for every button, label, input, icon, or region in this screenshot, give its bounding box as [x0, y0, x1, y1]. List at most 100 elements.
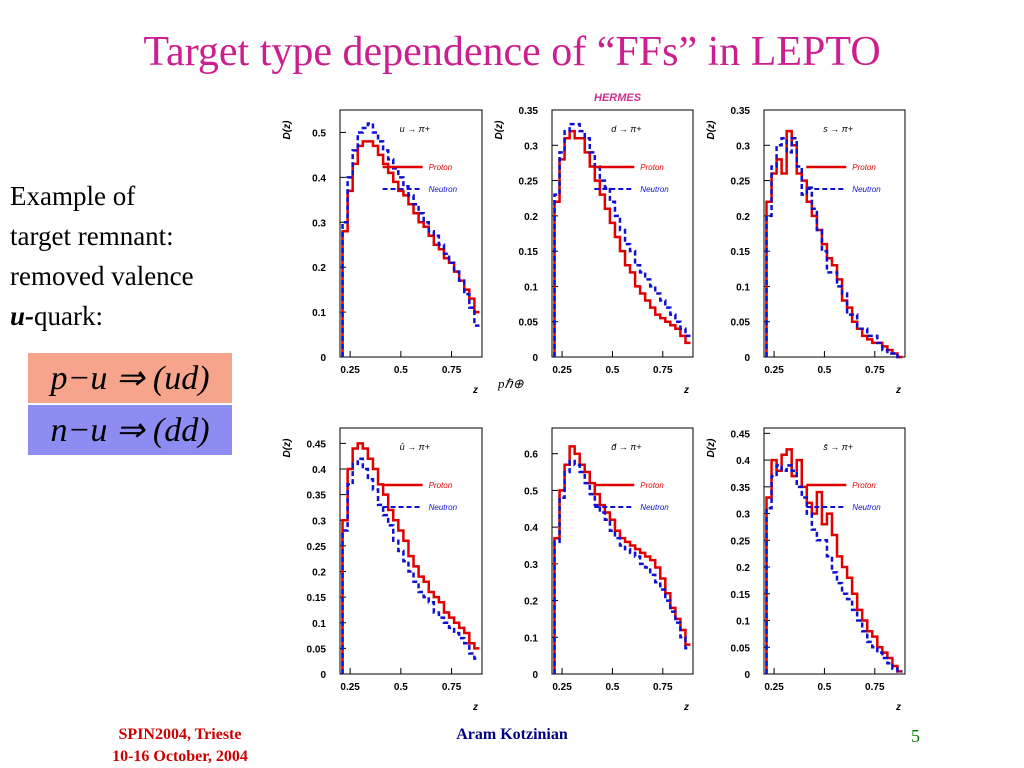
x-axis-label: z [895, 385, 901, 396]
y-tick-label: 0 [744, 670, 750, 681]
proton-series-line [553, 129, 691, 357]
legend-neutron-label: Neutron [852, 185, 881, 194]
x-tick-label: 0.5 [605, 682, 619, 693]
y-tick-label: 0.4 [312, 173, 326, 184]
y-tick-label: 0.3 [736, 141, 750, 152]
process-label: d → π+ [611, 124, 641, 134]
page-title: Target type dependence of “FFs” in LEPTO [143, 29, 881, 75]
x-axis-label: z [683, 385, 689, 396]
process-label: s → π+ [823, 124, 853, 134]
y-tick-label: 0.45 [731, 429, 751, 440]
y-tick-label: 0.3 [736, 510, 750, 521]
y-tick-label: 0 [744, 353, 750, 364]
y-tick-label: 0.1 [524, 282, 538, 293]
y-tick-label: 0.6 [524, 450, 538, 461]
hermes-label: HERMES [594, 92, 642, 104]
legend-proton-label: Proton [640, 163, 664, 172]
proton-series-line [341, 140, 480, 357]
y-tick-label: 0.4 [524, 523, 538, 534]
neutron-series-line [765, 136, 903, 359]
y-axis-label: D(z) [706, 120, 717, 140]
process-label: ū → π+ [400, 442, 430, 452]
legend-proton-label: Proton [852, 163, 876, 172]
legend-neutron-label: Neutron [852, 503, 881, 512]
neutron-series-line [553, 122, 691, 357]
y-tick-label: 0.25 [731, 177, 751, 188]
explanation-line-1: Example of [10, 181, 136, 211]
y-tick-label: 0.3 [524, 141, 538, 152]
legend-neutron-label: Neutron [429, 185, 458, 194]
y-tick-label: 0.4 [312, 465, 326, 476]
y-tick-label: 0.1 [736, 617, 750, 628]
quark-word: quark: [34, 301, 103, 331]
y-tick-label: 0.5 [524, 486, 538, 497]
x-tick-label: 0.25 [552, 365, 572, 376]
plot-frame [551, 109, 694, 358]
legend-proton-label: Proton [429, 163, 453, 172]
x-tick-label: 0.25 [552, 682, 572, 693]
y-tick-label: 0.4 [736, 456, 750, 467]
neutron-series-line [765, 464, 903, 674]
y-tick-label: 0.15 [519, 247, 539, 258]
plot-frame [551, 427, 694, 675]
x-tick-label: 0.5 [817, 682, 831, 693]
legend-neutron-label: Neutron [429, 503, 458, 512]
y-tick-label: 0.1 [736, 282, 750, 293]
y-tick-label: 0.1 [312, 308, 326, 319]
y-tick-label: 0.2 [312, 263, 326, 274]
process-label: s̄ → π+ [823, 442, 853, 452]
y-tick-label: 0.15 [731, 590, 751, 601]
x-tick-label: 0.75 [442, 682, 462, 693]
x-tick-label: 0.5 [394, 365, 408, 376]
y-tick-label: 0.15 [731, 247, 751, 258]
y-tick-label: 0.1 [312, 619, 326, 630]
plot-frame [339, 427, 483, 675]
neutron-series-line [341, 122, 480, 357]
process-label: d̄ → π+ [611, 442, 641, 452]
x-tick-label: 0.75 [865, 365, 885, 376]
y-tick-label: 0.25 [519, 177, 539, 188]
process-label: u → π+ [400, 124, 430, 134]
x-tick-label: 0.75 [442, 365, 462, 376]
legend-proton-label: Proton [640, 481, 664, 490]
chart-panel: 0 0.05 0.1 0.15 0.2 0.25 0.3 0.35 0.25 0.5 0.75 z D(… [494, 106, 694, 396]
x-axis-label: z [683, 702, 689, 713]
chart-panel: 0 0.05 0.1 0.15 0.2 0.25 0.3 0.35 0.25 0.5 0.75 z D(… [706, 106, 906, 396]
explanation-line-4: u-quark: [10, 296, 260, 336]
neutron-equation-box: n−u ⇒ (dd) [28, 405, 232, 455]
y-tick-label: 0.05 [731, 318, 751, 329]
y-tick-label: 0.5 [312, 128, 326, 139]
footer-conference-name: SPIN2004, Trieste [118, 726, 242, 743]
plot-frame [763, 427, 906, 675]
proton-series-line [765, 448, 903, 674]
footer-conference-dates: 10-16 October, 2004 [112, 748, 248, 765]
legend-proton-label: Proton [429, 481, 453, 490]
y-tick-label: 0.35 [731, 106, 751, 117]
y-tick-label: 0 [320, 353, 326, 364]
legend-proton-label: Proton [852, 481, 876, 490]
y-tick-label: 0.2 [524, 212, 538, 223]
y-tick-label: 0.05 [519, 318, 539, 329]
y-axis-label: D(z) [282, 120, 293, 140]
explanation-line-2: target remnant: [10, 221, 174, 251]
chart-panel: 0 0.1 0.2 0.3 0.4 0.5 0.25 0.5 0.75 z D(z) u → π+ Pr… [282, 109, 483, 396]
y-tick-label: 0.3 [312, 516, 326, 527]
chart-panel: 0 0.05 0.1 0.15 0.2 0.25 0.3 0.35 0.4 0.45 0.25 0.5… [706, 427, 906, 713]
proton-series-line [553, 445, 691, 674]
y-tick-label: 0.15 [307, 593, 327, 604]
y-tick-label: 0.1 [524, 633, 538, 644]
explanation-text: Example of target remnant: removed valen… [10, 176, 260, 336]
y-tick-label: 0.05 [731, 643, 751, 654]
x-axis-label: z [472, 385, 478, 396]
x-tick-label: 0.25 [340, 365, 360, 376]
y-axis-label: D(z) [494, 120, 505, 140]
chart-panel: 0 0.1 0.2 0.3 0.4 0.5 0.6 0.25 0.5 0.75 z d̄ → π+ Pr… [524, 427, 694, 713]
proton-series-line [341, 442, 480, 674]
y-axis-label: D(z) [706, 438, 717, 458]
footer-author: Aram Kotzinian [456, 726, 568, 743]
y-tick-label: 0.2 [736, 212, 750, 223]
plot-frame [339, 109, 483, 358]
legend-neutron-label: Neutron [640, 185, 669, 194]
x-tick-label: 0.25 [764, 365, 784, 376]
